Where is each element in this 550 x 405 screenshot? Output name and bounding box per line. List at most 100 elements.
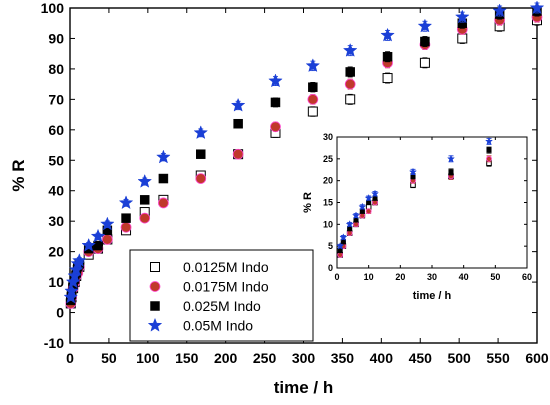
data-point bbox=[365, 208, 372, 215]
data-point bbox=[382, 51, 393, 62]
inset-x-tick-label: 40 bbox=[459, 272, 469, 282]
y-tick-label: -10 bbox=[44, 335, 64, 351]
data-point bbox=[137, 173, 153, 188]
data-point bbox=[196, 149, 206, 159]
y-tick-label: 60 bbox=[48, 122, 64, 138]
data-point bbox=[486, 155, 492, 162]
x-tick-label: 300 bbox=[292, 350, 316, 366]
data-point bbox=[454, 9, 470, 24]
data-point bbox=[121, 213, 131, 223]
data-point bbox=[417, 18, 433, 33]
data-point bbox=[139, 195, 150, 205]
x-tick-label: 200 bbox=[214, 350, 238, 366]
data-point bbox=[370, 189, 380, 198]
data-point bbox=[139, 212, 151, 224]
inset-series-0-05m-indo bbox=[336, 137, 494, 250]
data-point bbox=[345, 67, 355, 77]
data-point bbox=[358, 202, 367, 211]
data-point bbox=[337, 251, 344, 258]
data-point bbox=[63, 289, 79, 304]
legend-entry-0-0175m-indo: 0.0175M Indo bbox=[149, 279, 269, 295]
inset-x-tick-label: 10 bbox=[364, 272, 374, 282]
data-point bbox=[382, 73, 393, 84]
data-point bbox=[419, 57, 430, 68]
legend-entry-0-05m-indo: 0.05M Indo bbox=[147, 317, 253, 334]
data-point bbox=[346, 230, 353, 236]
y-tick-label: 40 bbox=[48, 183, 64, 199]
y-tick-label: 50 bbox=[48, 152, 64, 168]
data-point bbox=[351, 211, 361, 220]
data-point bbox=[102, 234, 113, 245]
legend-marker bbox=[150, 301, 160, 311]
main-chart: 0 50 100 150 200 250 300 350 400 450 500 550 600-100… bbox=[9, 0, 549, 397]
y-tick-label: 30 bbox=[48, 213, 64, 229]
data-point bbox=[193, 125, 209, 140]
data-point bbox=[195, 173, 207, 184]
data-point bbox=[270, 97, 281, 108]
data-point bbox=[230, 97, 246, 112]
x-tick-label: 500 bbox=[447, 350, 471, 366]
inset-x-tick-label: 20 bbox=[395, 272, 405, 282]
legend-entry-0-025m-indo: 0.025M Indo bbox=[150, 298, 261, 314]
inset-y-tick-label: 0 bbox=[328, 263, 333, 273]
data-point bbox=[100, 216, 115, 231]
legend-marker bbox=[147, 317, 163, 332]
data-point bbox=[484, 137, 494, 145]
inset-x-tick-label: 60 bbox=[522, 272, 532, 282]
inset-chart: 0 10 20 30 40 50 60 0 5 10 15 20 25 30 time / h % R bbox=[302, 132, 532, 302]
x-tick-label: 0 bbox=[66, 350, 74, 366]
y-tick-label: 90 bbox=[48, 30, 64, 46]
x-tick-label: 50 bbox=[101, 350, 117, 366]
data-point bbox=[307, 94, 319, 105]
y-tick-label: 80 bbox=[48, 61, 64, 77]
inset-y-tick-label: 20 bbox=[323, 176, 333, 186]
data-point bbox=[120, 221, 132, 233]
data-point bbox=[307, 106, 318, 117]
x-tick-label: 350 bbox=[331, 350, 355, 366]
legend-label: 0.0125M Indo bbox=[183, 259, 269, 275]
data-point bbox=[268, 73, 283, 88]
y-tick-label: 70 bbox=[48, 91, 64, 107]
y-tick-label: 20 bbox=[48, 244, 64, 260]
inset-y-tick-label: 25 bbox=[323, 154, 333, 164]
data-point bbox=[529, 0, 545, 15]
data-point bbox=[158, 197, 169, 209]
data-point bbox=[344, 78, 356, 90]
inset-x-axis-title: time / h bbox=[413, 290, 452, 302]
legend-label: 0.025M Indo bbox=[183, 298, 261, 314]
x-tick-label: 550 bbox=[486, 350, 510, 366]
data-point bbox=[158, 173, 169, 184]
x-tick-label: 100 bbox=[136, 350, 160, 366]
data-point bbox=[353, 221, 359, 228]
y-tick-label: 0 bbox=[56, 305, 64, 321]
data-point bbox=[345, 94, 356, 105]
legend-entry-0-0125m-indo: 0.0125M Indo bbox=[150, 259, 269, 275]
data-point bbox=[233, 118, 243, 129]
inset-x-tick-label: 0 bbox=[334, 272, 339, 282]
data-point bbox=[446, 154, 456, 163]
legend-marker bbox=[149, 281, 161, 292]
inset-y-tick-label: 30 bbox=[323, 132, 333, 142]
legend-marker bbox=[150, 262, 160, 272]
data-point bbox=[156, 149, 171, 164]
data-point bbox=[118, 195, 134, 210]
x-tick-label: 450 bbox=[409, 350, 433, 366]
data-point bbox=[448, 169, 454, 175]
x-tick-label: 250 bbox=[253, 350, 277, 366]
data-point bbox=[72, 253, 87, 267]
y-axis-title: % R bbox=[9, 159, 28, 191]
data-point bbox=[492, 3, 507, 18]
legend-box bbox=[129, 249, 314, 342]
data-point bbox=[270, 121, 281, 133]
series-0-05m-indo bbox=[63, 0, 545, 304]
legend-label: 0.05M Indo bbox=[183, 318, 253, 334]
data-point bbox=[232, 148, 244, 160]
y-tick-label: 10 bbox=[48, 274, 64, 290]
x-tick-label: 400 bbox=[370, 350, 394, 366]
inset-x-tick-label: 30 bbox=[427, 272, 437, 282]
data-point bbox=[308, 82, 318, 92]
inset-y-tick-label: 10 bbox=[323, 219, 333, 229]
inset-y-tick-label: 15 bbox=[323, 198, 333, 208]
inset-x-tick-label: 50 bbox=[490, 272, 500, 282]
